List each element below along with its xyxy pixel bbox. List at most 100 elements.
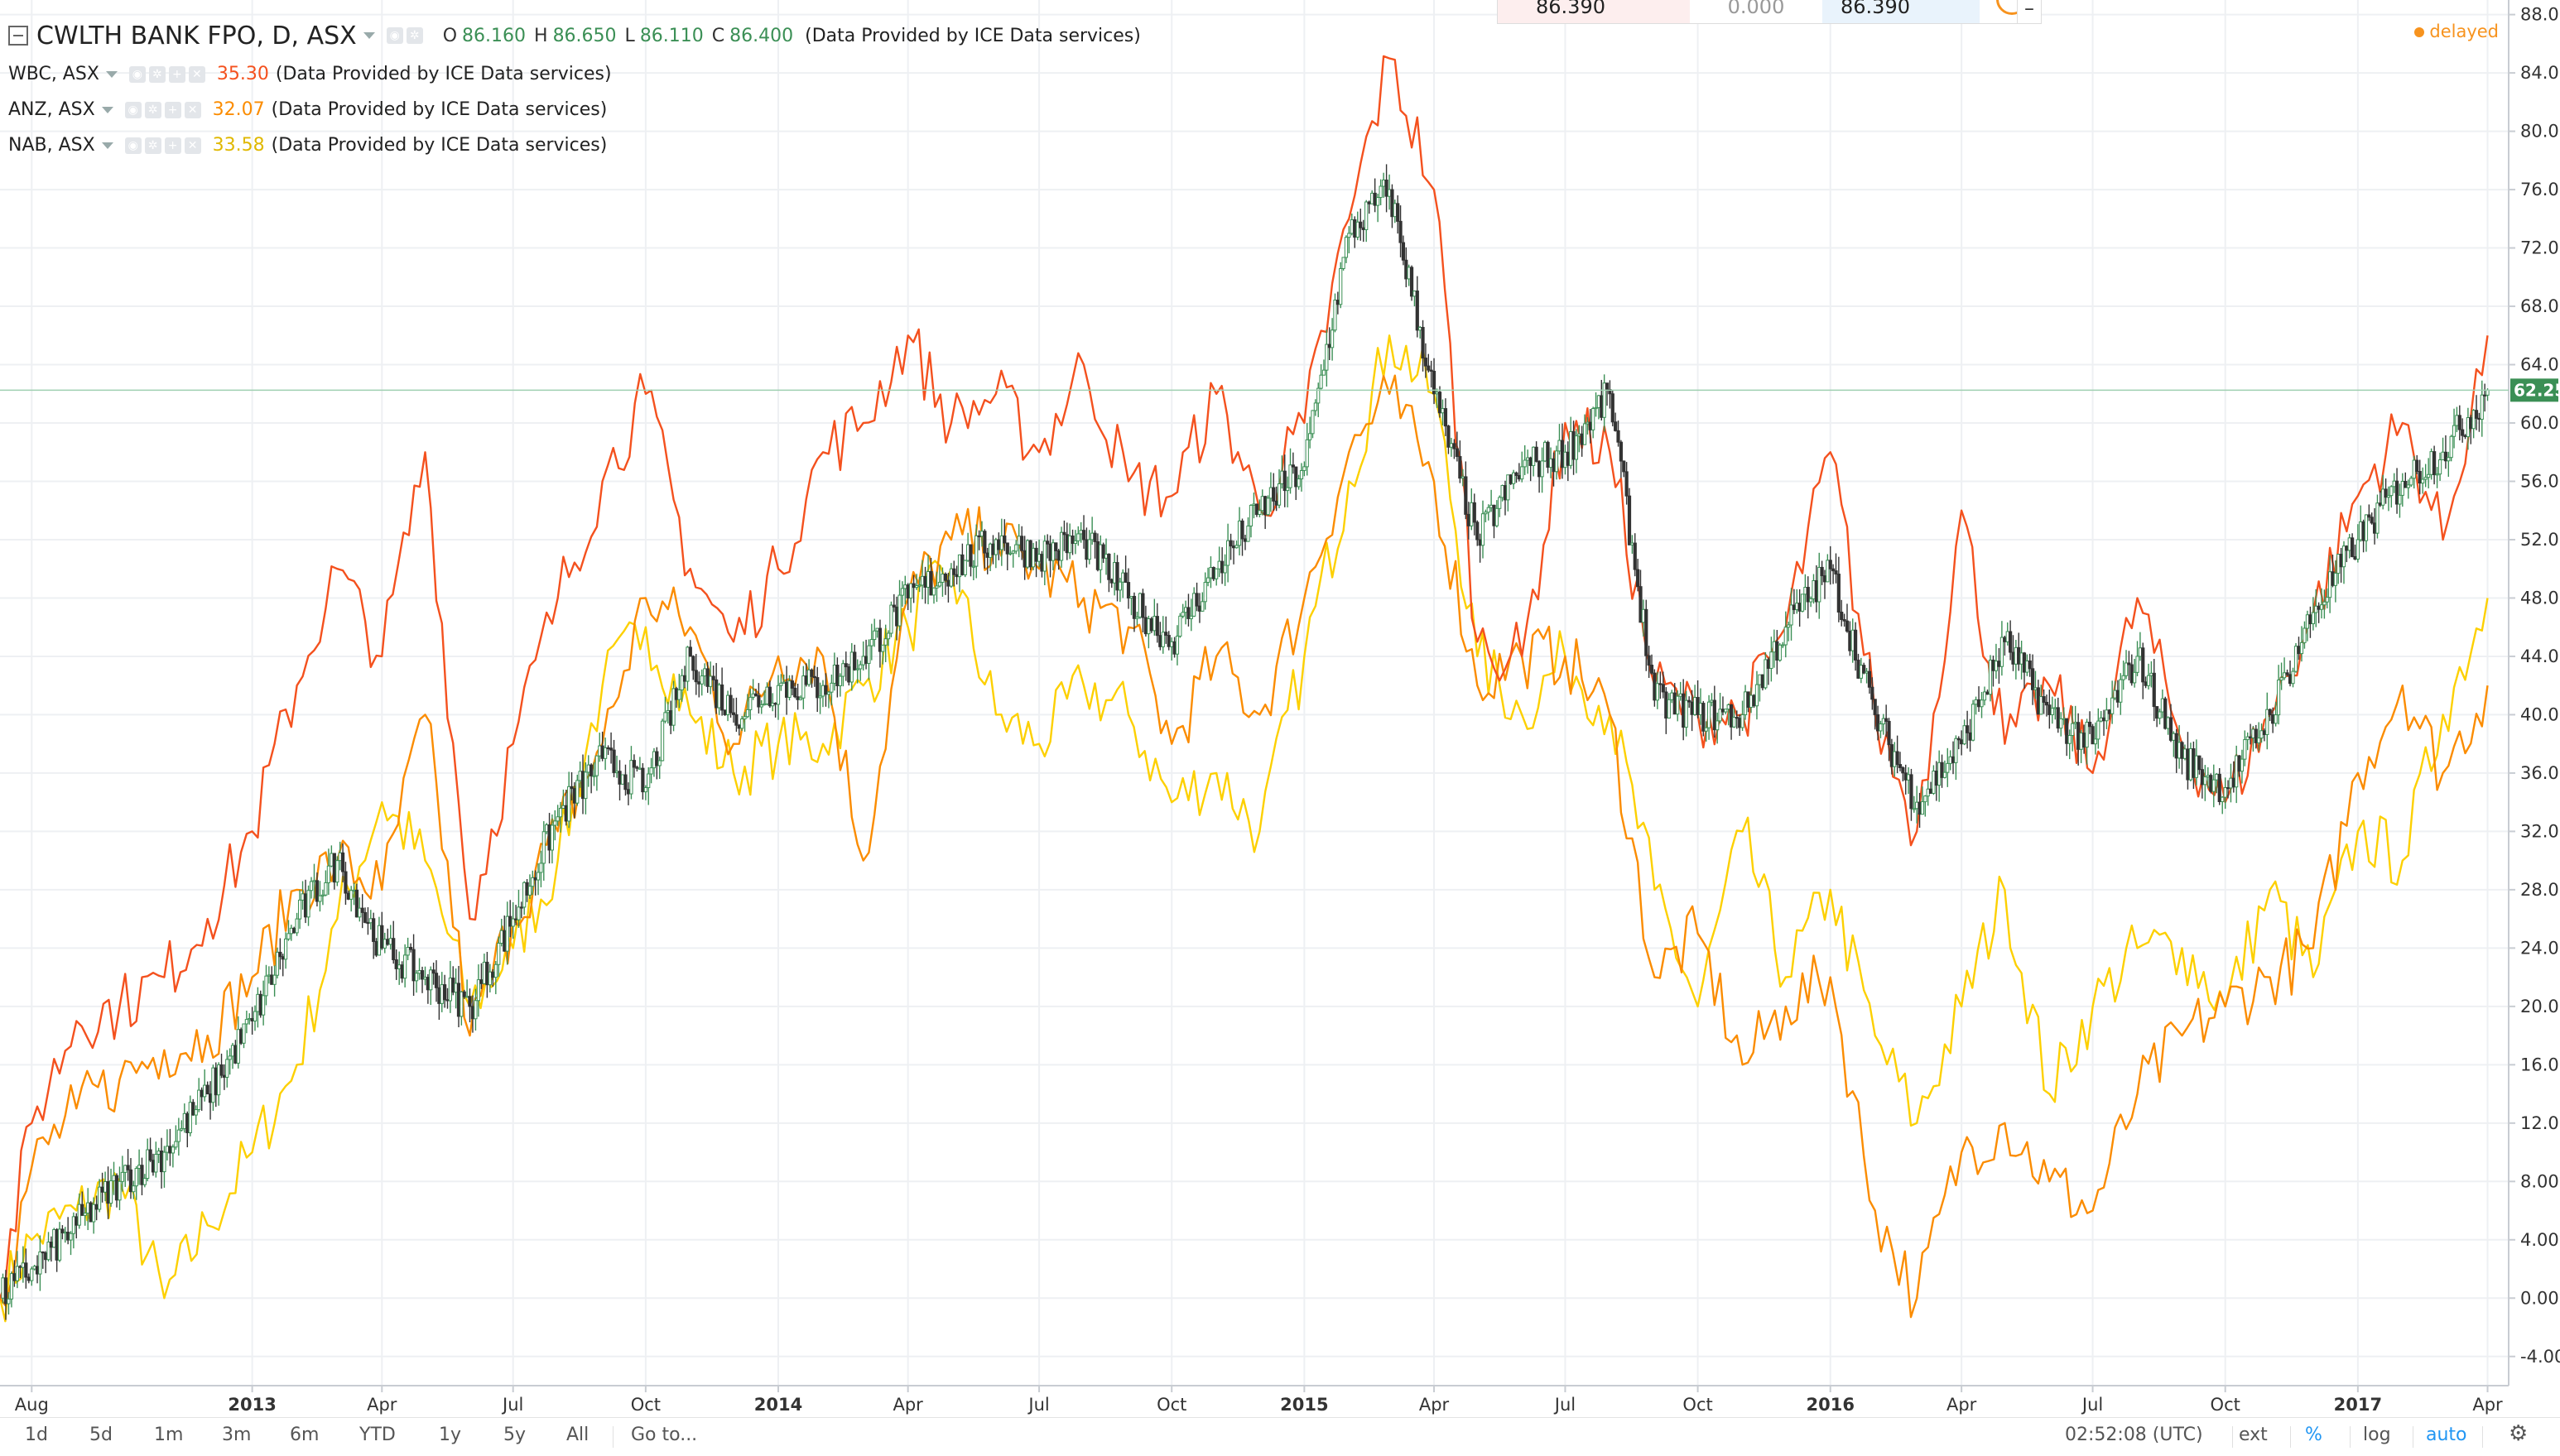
candle-body bbox=[346, 892, 350, 900]
main-symbol[interactable]: CWLTH BANK FPO, D, ASX bbox=[36, 21, 357, 50]
candle-body bbox=[2285, 672, 2289, 675]
range-1y-button[interactable]: 1y bbox=[439, 1425, 462, 1445]
candle-body bbox=[3, 1277, 8, 1305]
candle-body bbox=[1881, 718, 1885, 725]
candle-body bbox=[686, 646, 690, 682]
range-3m-button[interactable]: 3m bbox=[222, 1425, 252, 1445]
candle-body bbox=[779, 682, 783, 686]
chevron-down-icon[interactable] bbox=[101, 142, 113, 149]
candle-body bbox=[2059, 718, 2063, 729]
close-icon[interactable]: ✕ bbox=[184, 137, 201, 154]
gear-icon[interactable]: ✲ bbox=[144, 137, 161, 154]
ext-toggle[interactable]: ext bbox=[2239, 1425, 2268, 1445]
candle-body bbox=[547, 824, 551, 851]
eye-icon[interactable]: ◉ bbox=[124, 137, 142, 154]
candle-body bbox=[1355, 221, 1359, 238]
candle-body bbox=[903, 584, 907, 589]
chart-canvas[interactable]: 88.00% 84.00% 80.00% 76.00% 72.00% 68.00% 64.0… bbox=[0, 0, 2560, 1417]
candle-body bbox=[270, 974, 274, 985]
close-icon[interactable]: ✕ bbox=[188, 65, 205, 83]
chevron-down-icon[interactable] bbox=[105, 70, 118, 78]
candle-body bbox=[1706, 701, 1711, 728]
range-5y-button[interactable]: 5y bbox=[503, 1425, 527, 1445]
range-1d-button[interactable]: 1d bbox=[25, 1425, 48, 1445]
plus-icon[interactable]: + bbox=[164, 137, 181, 154]
candle-body bbox=[2345, 545, 2349, 551]
range-5d-button[interactable]: 5d bbox=[89, 1425, 113, 1445]
candle-body bbox=[2177, 742, 2182, 759]
range-1m-button[interactable]: 1m bbox=[154, 1425, 184, 1445]
candle-body bbox=[2039, 696, 2043, 715]
candle-body bbox=[1443, 408, 1448, 427]
candle-body bbox=[120, 1171, 124, 1182]
log-toggle[interactable]: log bbox=[2363, 1425, 2391, 1445]
candle-body bbox=[2155, 706, 2159, 719]
gear-icon[interactable]: ✲ bbox=[148, 65, 166, 83]
candle-body bbox=[1988, 659, 1993, 695]
x-tick-label: 2014 bbox=[754, 1395, 802, 1415]
candle-body bbox=[674, 688, 679, 700]
eye-icon[interactable]: ◉ bbox=[128, 65, 146, 83]
gear-icon[interactable]: ✲ bbox=[406, 27, 423, 44]
candle-body bbox=[539, 863, 543, 873]
compare-row-wbc: WBC, ASX ◉ ✲ + ✕ 35.30 (Data Provided by… bbox=[8, 56, 1141, 92]
candle-body bbox=[2243, 739, 2247, 760]
chevron-down-icon[interactable] bbox=[363, 32, 375, 39]
plus-icon[interactable]: + bbox=[164, 101, 181, 118]
candle-body bbox=[1350, 219, 1354, 234]
compare-symbol[interactable]: NAB, ASX bbox=[8, 135, 95, 156]
candle-body bbox=[2168, 717, 2173, 741]
candle-body bbox=[897, 594, 902, 627]
candle-body bbox=[1540, 460, 1544, 478]
buy-button[interactable]: 86.390 bbox=[1822, 0, 1980, 23]
candle-body bbox=[1616, 430, 1620, 443]
candle-body bbox=[324, 882, 328, 896]
candle-body bbox=[2105, 709, 2109, 722]
clock-readout[interactable]: 02:52:08 (UTC) bbox=[2065, 1425, 2203, 1445]
candle-body bbox=[598, 745, 602, 757]
close-icon[interactable]: ✕ bbox=[184, 101, 201, 118]
sell-button[interactable]: 86.390 bbox=[1498, 0, 1690, 23]
candle-body bbox=[1828, 560, 1832, 569]
candle-body bbox=[1817, 566, 1821, 603]
candle-body bbox=[2341, 545, 2346, 568]
gear-icon[interactable]: ⚙ bbox=[2509, 1421, 2529, 1446]
chevron-down-icon[interactable] bbox=[101, 106, 113, 113]
candle-body bbox=[1062, 531, 1066, 536]
candle-body bbox=[2409, 478, 2413, 486]
candle-body bbox=[1046, 541, 1050, 545]
gear-icon[interactable]: ✲ bbox=[144, 101, 161, 118]
candle-body bbox=[824, 685, 828, 695]
delayed-label: delayed bbox=[2429, 22, 2499, 41]
candle-body bbox=[2093, 738, 2098, 745]
eye-icon[interactable]: ◉ bbox=[386, 27, 403, 44]
candle-body bbox=[2124, 662, 2129, 676]
candle-body bbox=[1638, 586, 1643, 623]
range-ytd-button[interactable]: YTD bbox=[359, 1425, 396, 1445]
sell-price: 86.390 bbox=[1536, 0, 1605, 18]
candle-body bbox=[2172, 733, 2176, 741]
auto-toggle[interactable]: auto bbox=[2426, 1425, 2467, 1445]
range-6m-button[interactable]: 6m bbox=[290, 1425, 320, 1445]
candle-body bbox=[1141, 593, 1145, 618]
plus-icon[interactable]: + bbox=[168, 65, 185, 83]
candle-body bbox=[1243, 538, 1248, 542]
candle-body bbox=[1390, 189, 1394, 218]
candle-body bbox=[782, 681, 786, 684]
candle-body bbox=[1291, 464, 1295, 468]
compare-symbol[interactable]: ANZ, ASX bbox=[8, 99, 95, 120]
percent-toggle[interactable]: % bbox=[2305, 1425, 2322, 1445]
range-all-button[interactable]: All bbox=[566, 1425, 589, 1445]
compare-symbol[interactable]: WBC, ASX bbox=[8, 64, 99, 84]
collapse-ticket-button[interactable]: – bbox=[2017, 0, 2042, 24]
candle-body bbox=[1201, 601, 1205, 612]
candle-body bbox=[643, 787, 647, 793]
candle-body bbox=[400, 964, 404, 979]
candle-body bbox=[2144, 681, 2148, 686]
goto-button[interactable]: Go to... bbox=[631, 1425, 698, 1445]
eye-icon[interactable]: ◉ bbox=[124, 101, 142, 118]
candle-body bbox=[1915, 801, 1919, 810]
candle-body bbox=[118, 1180, 122, 1201]
collapse-legend-button[interactable] bbox=[8, 26, 28, 46]
